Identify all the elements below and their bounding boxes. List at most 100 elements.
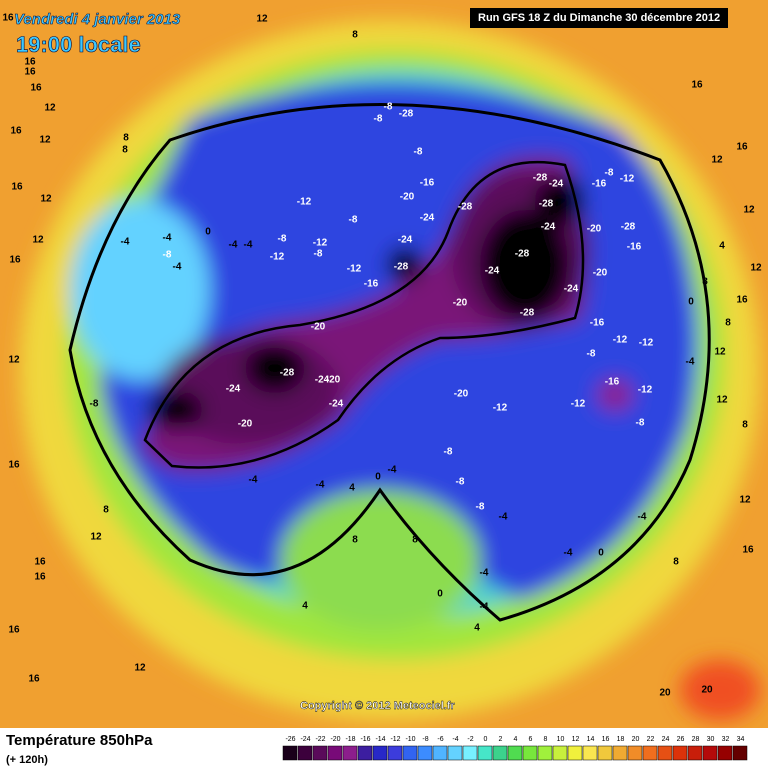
contour-label: 12 [39,135,51,146]
contour-label: -28 [394,262,409,273]
contour-label: -24 [420,213,435,224]
contour-label: 12 [256,14,268,25]
colorbar-tick-label: 0 [484,736,488,743]
colorbar-swatch [387,745,403,761]
colorbar-tick-label: 12 [572,736,580,743]
colorbar-swatch [537,745,553,761]
colorbar-swatch [372,745,388,761]
contour-label: -12 [493,403,508,414]
map [0,0,768,728]
contour-label: -4 [480,568,489,579]
colorbar-tick-label: -24 [300,736,310,743]
contour-label: 4 [474,623,480,634]
contour-label: -24 [398,235,413,246]
contour-label: 12 [90,532,102,543]
colorbar-swatch [507,745,523,761]
contour-label: -24 [226,384,241,395]
colorbar-swatch [357,745,373,761]
contour-label: -16 [364,279,379,290]
colorbar-swatch [612,745,628,761]
colorbar-tick-label: -4 [452,736,458,743]
contour-label: -4 [564,548,573,559]
contour-label: -24 [329,399,344,410]
colorbar-swatch [282,745,298,761]
contour-label: -4 [480,602,489,613]
contour-label: -4 [316,480,325,491]
contour-label: 8 [412,535,418,546]
colorbar-swatch [447,745,463,761]
contour-label: 12 [32,235,44,246]
contour-label: -16 [590,318,605,329]
contour-label: -8 [278,234,287,245]
contour-label: -8 [349,215,358,226]
contour-label: 16 [742,545,754,556]
colorbar-swatch [492,745,508,761]
contour-label: 16 [34,557,46,568]
colorbar-swatch [402,745,418,761]
contour-label: -24 [315,375,330,386]
contour-label: 16 [30,83,42,94]
contour-label: -8 [587,349,596,360]
contour-label: -24 [549,179,564,190]
colorbar-tick-label: -16 [360,736,370,743]
colorbar-tick-label: 28 [692,736,700,743]
contour-label: 12 [743,205,755,216]
colorbar-swatch [477,745,493,761]
colorbar-swatch [567,745,583,761]
contour-label: 16 [9,255,21,266]
colorbar-swatch [432,745,448,761]
contour-label: 16 [8,460,20,471]
colorbar-tick-label: -10 [405,736,415,743]
contour-label: -8 [476,502,485,513]
contour-label: -4 [499,512,508,523]
contour-label: 16 [8,625,20,636]
contour-label: 8 [702,277,708,288]
contour-label: 16 [28,674,40,685]
contour-label: 16 [736,142,748,153]
contour-label: -4 [121,237,130,248]
contour-label: -28 [533,173,548,184]
contour-label: -12 [347,264,362,275]
contour-label: 16 [11,182,23,193]
colorbar-tick-label: 26 [677,736,685,743]
contour-label: -8 [444,447,453,458]
colorbar-tick-label: 18 [617,736,625,743]
contour-label: -16 [627,242,642,253]
contour-label: 16 [691,80,703,91]
contour-label: -4 [638,512,647,523]
contour-label: -28 [621,222,636,233]
contour-label: 8 [122,145,128,156]
colorbar-tick-label: 30 [707,736,715,743]
colorbar-swatch [657,745,673,761]
colorbar-tick-label: 2 [499,736,503,743]
colorbar-swatch [627,745,643,761]
contour-label: 16 [34,572,46,583]
contour-label: 8 [725,318,731,329]
colorbar-swatch [342,745,358,761]
legend-title: Température 850hPa [6,732,153,749]
contour-label: 12 [134,663,146,674]
contour-label: -8 [605,168,614,179]
contour-label: -4 [686,357,695,368]
contour-label: 20 [701,685,713,696]
contour-label: 4 [302,601,308,612]
contour-label: 16 [10,126,22,137]
contour-label: 4 [349,483,355,494]
contour-label: 0 [688,297,694,308]
run-box [470,8,728,28]
colorbar-swatch [312,745,328,761]
contour-label: -16 [592,179,607,190]
contour-label: -4 [229,240,238,251]
contour-label: -8 [374,114,383,125]
colorbar-tick-label: -22 [315,736,325,743]
contour-label: -12 [613,335,628,346]
contour-label: 16 [24,67,36,78]
contour-label: -20 [453,298,468,309]
contour-label: -8 [456,477,465,488]
colorbar-tick-label: 22 [647,736,655,743]
colorbar-swatch [702,745,718,761]
contour-label: 0 [205,227,211,238]
colorbar-swatch [327,745,343,761]
